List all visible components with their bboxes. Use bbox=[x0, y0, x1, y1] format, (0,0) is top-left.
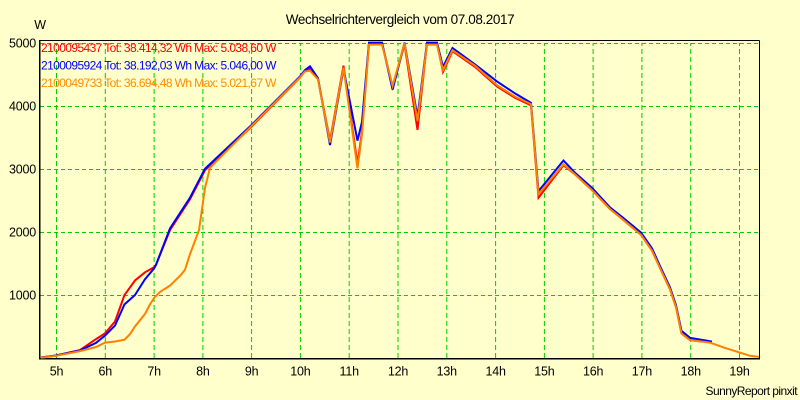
svg-text:4000: 4000 bbox=[9, 100, 36, 114]
svg-text:2000: 2000 bbox=[9, 226, 36, 240]
svg-text:Wechselrichtervergleich vom 07: Wechselrichtervergleich vom 07.08.2017 bbox=[286, 12, 514, 27]
svg-text:8h: 8h bbox=[196, 365, 210, 379]
svg-text:5h: 5h bbox=[50, 365, 64, 379]
svg-text:16h: 16h bbox=[583, 365, 604, 379]
svg-text:19h: 19h bbox=[729, 365, 750, 379]
svg-text:11h: 11h bbox=[340, 365, 360, 379]
svg-text:SunnyReport pinxit: SunnyReport pinxit bbox=[706, 384, 799, 398]
svg-text:6h: 6h bbox=[99, 365, 113, 379]
svg-text:1000: 1000 bbox=[9, 289, 36, 303]
svg-text:14h: 14h bbox=[485, 365, 506, 379]
svg-text:9h: 9h bbox=[245, 365, 259, 379]
svg-text:5000: 5000 bbox=[9, 37, 36, 51]
svg-text:17h: 17h bbox=[632, 365, 653, 379]
svg-text:2100095437 Tot: 38.414,32 Wh M: 2100095437 Tot: 38.414,32 Wh Max: 5.038,… bbox=[41, 41, 277, 55]
svg-text:W: W bbox=[34, 18, 46, 32]
svg-text:2100095924 Tot: 38.192,03 Wh M: 2100095924 Tot: 38.192,03 Wh Max: 5.046,… bbox=[41, 59, 277, 73]
svg-text:12h: 12h bbox=[388, 365, 409, 379]
svg-text:7h: 7h bbox=[147, 365, 161, 379]
svg-text:18h: 18h bbox=[681, 365, 702, 379]
svg-text:2100049733 Tot: 36.694,48 Wh M: 2100049733 Tot: 36.694,48 Wh Max: 5.021,… bbox=[41, 76, 277, 90]
svg-text:15h: 15h bbox=[534, 365, 555, 379]
svg-text:10h: 10h bbox=[290, 365, 311, 379]
svg-text:3000: 3000 bbox=[9, 163, 36, 177]
svg-text:13h: 13h bbox=[437, 365, 458, 379]
